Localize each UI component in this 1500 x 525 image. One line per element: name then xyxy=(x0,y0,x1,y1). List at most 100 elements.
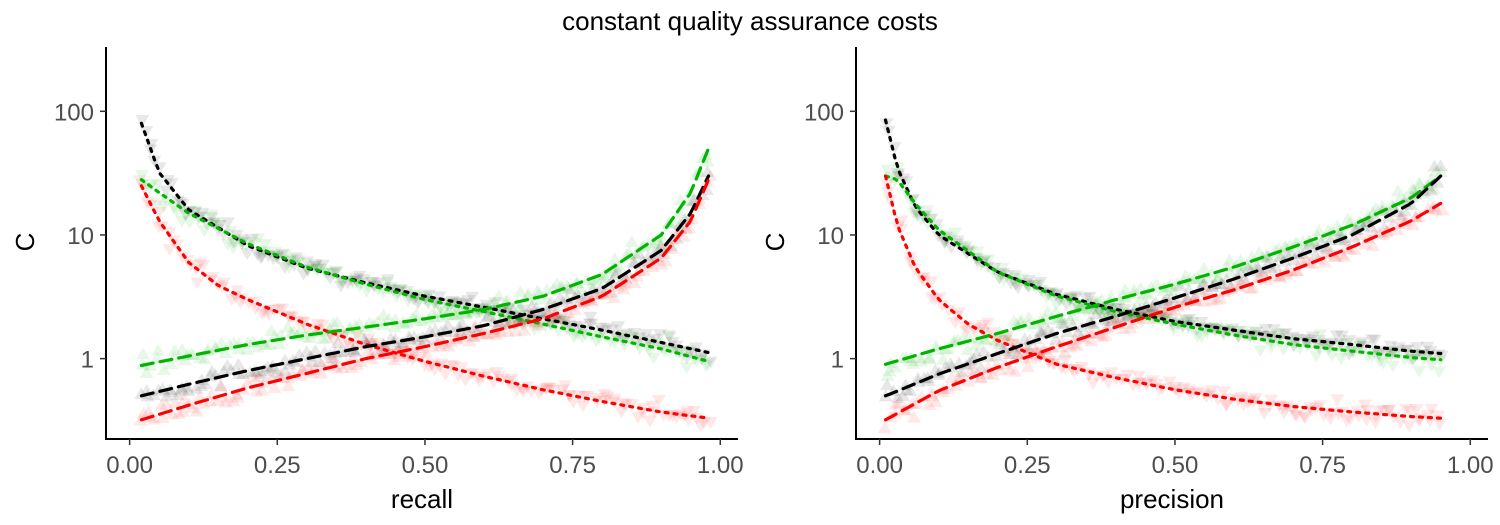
precision-black-up-point xyxy=(1260,250,1275,263)
recall-black-down-point xyxy=(584,318,599,331)
recall-green-down-point xyxy=(142,182,157,195)
precision-red-up-point xyxy=(1138,304,1153,317)
precision-red-up-point xyxy=(1339,240,1354,253)
recall-red-up-point xyxy=(218,395,233,408)
recall-red-up-point xyxy=(500,324,515,337)
precision-green-down-point xyxy=(981,254,996,267)
precision-red-down-point xyxy=(928,294,943,306)
recall-red-up-point xyxy=(251,369,266,382)
precision-red-up-point xyxy=(1098,329,1113,341)
recall-green-down-point xyxy=(257,238,272,251)
recall-green-down-point xyxy=(527,323,542,336)
precision-black-down-point xyxy=(1078,292,1093,305)
precision-black-up-point xyxy=(954,365,969,378)
recall-red-up-point xyxy=(360,344,375,357)
precision-red-down-point xyxy=(1316,409,1331,422)
precision-green-up-point xyxy=(1307,236,1322,249)
recall-black-up-point xyxy=(561,281,576,294)
precision-green-up-point xyxy=(1007,314,1022,327)
recall-red-down-point xyxy=(370,338,385,351)
recall-green-down-point xyxy=(268,246,283,259)
precision-red-down-point xyxy=(1402,420,1417,433)
recall-black-down-point xyxy=(554,313,569,326)
precision-red-up-point xyxy=(1036,342,1051,355)
recall-red-up-point xyxy=(449,332,464,344)
recall-black-up-point xyxy=(376,339,391,352)
precision-red-up-point xyxy=(1008,364,1023,377)
precision-red-down-point xyxy=(894,215,909,228)
recall-red-up-point xyxy=(618,277,633,290)
precision-green-down-point xyxy=(880,164,895,177)
precision-black-down-point xyxy=(891,168,906,181)
recall-green-down-point xyxy=(211,220,226,233)
precision-green-down-point xyxy=(1035,286,1050,299)
recall-red-up-point xyxy=(517,323,532,336)
precision-black-down-point xyxy=(1033,276,1048,289)
recall-black-down-point xyxy=(220,217,235,230)
recall-red-down-point xyxy=(315,319,330,332)
recall-red-up-point xyxy=(462,334,477,347)
recall-y-tick-label: 100 xyxy=(54,99,94,126)
recall-red-up-point xyxy=(335,361,350,373)
recall-green-up-point xyxy=(136,347,151,360)
recall-green-down-point xyxy=(227,237,242,250)
recall-black-up-point xyxy=(525,299,540,312)
recall-black-up-point xyxy=(181,384,196,396)
recall-red-up-point xyxy=(267,381,282,394)
precision-black-up-point xyxy=(1284,245,1299,258)
recall-green-up-point xyxy=(585,277,600,290)
chart-title: constant quality assurance costs xyxy=(562,6,938,36)
recall-red-up-point xyxy=(229,387,244,400)
recall-green-up-point xyxy=(689,168,704,180)
recall-red-down-point xyxy=(480,368,495,381)
precision-black-down-point xyxy=(1334,330,1349,343)
precision-black-up-point xyxy=(1430,175,1445,188)
recall-green-up-point xyxy=(214,336,229,349)
precision-black-up-point xyxy=(1113,311,1128,324)
recall-black-down-point xyxy=(204,212,219,225)
precision-red-down-point xyxy=(1409,404,1424,416)
precision-black-up-point xyxy=(1319,242,1334,255)
precision-green-up-point xyxy=(895,351,910,363)
recall-black-down-point xyxy=(639,329,654,342)
recall-red-down-point xyxy=(132,175,147,188)
precision-green-down-point xyxy=(1412,365,1427,378)
precision-green-down-point xyxy=(996,274,1011,287)
precision-green-down-point xyxy=(887,175,902,188)
precision-red-down-point xyxy=(980,317,995,330)
precision-red-down-point xyxy=(924,276,939,289)
precision-black-up-point xyxy=(1196,278,1211,290)
recall-black-down-point xyxy=(277,262,292,274)
recall-red-down-point xyxy=(444,360,459,373)
precision-red-down-point xyxy=(1145,375,1160,388)
precision-red-down-point xyxy=(1058,363,1073,376)
precision-red-down-point xyxy=(1277,407,1292,420)
precision-black-down-point xyxy=(1003,277,1018,290)
recall-black-down-point xyxy=(665,336,680,349)
precision-black-up-point xyxy=(992,337,1007,350)
precision-green-up-point xyxy=(1021,310,1036,323)
precision-black-down-point xyxy=(1342,335,1357,348)
recall-black-up-curve xyxy=(139,174,711,398)
recall-black-up-point xyxy=(159,389,174,402)
recall-black-up-point xyxy=(308,344,323,357)
recall-red-up-point xyxy=(567,303,582,316)
precision-green-down-point xyxy=(1166,324,1181,337)
precision-red-up-point xyxy=(1066,337,1081,350)
precision-red-down-point xyxy=(1323,413,1338,426)
precision-red-down-point xyxy=(1176,382,1191,395)
precision-green-down-point xyxy=(1372,356,1387,369)
recall-data-marks xyxy=(132,115,718,433)
precision-green-up-point xyxy=(1073,299,1088,312)
precision-red-up-point xyxy=(1105,314,1120,327)
recall-red-down-point xyxy=(353,340,368,353)
precision-green-down-point xyxy=(1015,273,1030,286)
recall-black-down-point xyxy=(410,297,425,310)
precision-green-down-point xyxy=(992,273,1007,286)
precision-red-up-point xyxy=(944,370,959,383)
precision-red-up-point xyxy=(1033,348,1048,361)
recall-red-up-point xyxy=(419,347,434,360)
precision-black-up-point xyxy=(1433,159,1448,172)
recall-black-up-point xyxy=(198,376,213,389)
